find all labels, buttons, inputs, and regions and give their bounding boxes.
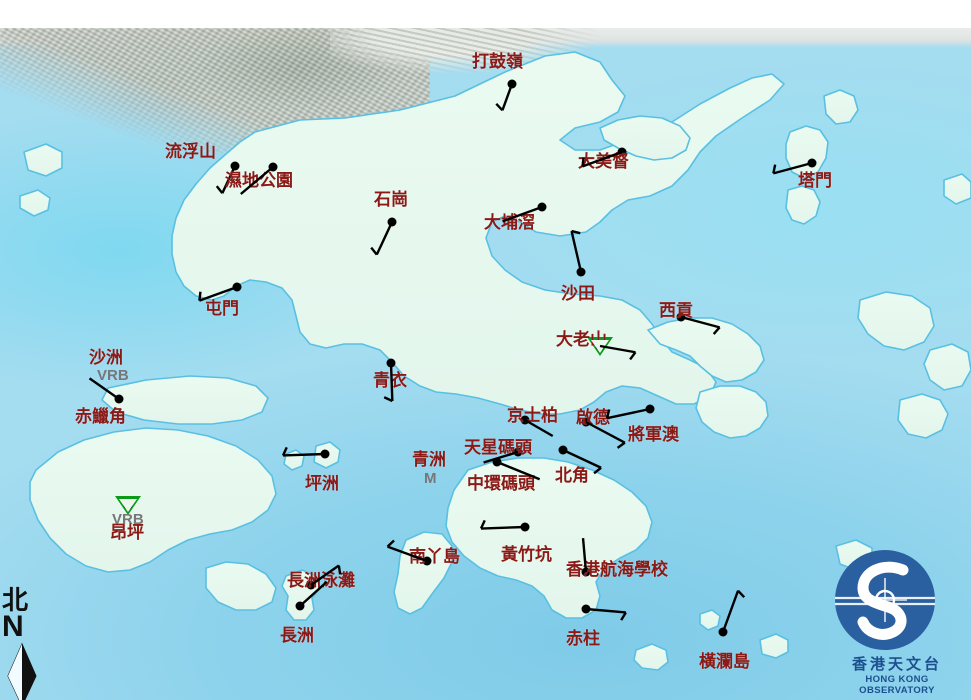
station-label: 京士柏 <box>507 406 558 426</box>
station-label: 啟德 <box>576 408 610 428</box>
station-label: 石崗 <box>374 190 408 210</box>
station-label: 昂坪 <box>110 523 144 543</box>
station-label: 橫瀾島 <box>699 652 750 672</box>
wind-barb-tseung-kwan-o <box>605 407 651 420</box>
station-label: 流浮山 <box>165 142 216 162</box>
station-label: 香港航海學校 <box>566 560 668 580</box>
north-arrow-label-en: N <box>2 610 24 643</box>
station-label: 濕地公園 <box>225 171 293 191</box>
station-label: 赤鱲角 <box>75 407 126 427</box>
station-label: 長洲泳灘 <box>287 571 355 591</box>
hko-logo: 香港天文台 HONG KONG OBSERVATORY <box>833 548 961 696</box>
wind-barb-wong-chuk-hang <box>479 519 526 530</box>
hko-logo-text-cn: 香港天文台 <box>851 655 942 673</box>
wind-barb-shek-kong <box>370 221 394 256</box>
wind-barb-sea-school <box>581 538 588 573</box>
wind-barb-central-pier <box>496 460 541 481</box>
hko-logo-mark <box>835 550 935 650</box>
hko-logo-text-en: HONG KONG OBSERVATORY <box>859 674 935 696</box>
station-label: 沙田 <box>561 284 595 304</box>
wind-barb-tuen-mun <box>198 285 238 302</box>
station-label: 將軍澳 <box>628 425 679 445</box>
station-triangle-inner-icon <box>119 499 137 512</box>
wind-barb-tap-mun <box>772 161 813 175</box>
station-label: 屯門 <box>205 299 239 319</box>
wind-barb-cheung-chau <box>299 581 328 607</box>
wind-barb-tates-cairn <box>599 344 637 361</box>
wind-barb-tsing-yi <box>383 362 394 403</box>
station-label: 大美督 <box>578 152 629 172</box>
wind-barb-stanley <box>585 607 627 621</box>
wind-barb-star-ferry <box>483 450 519 464</box>
station-label: 大埔滘 <box>484 213 535 233</box>
station-label: 南丫島 <box>409 547 460 567</box>
north-arrow-glyph <box>7 642 37 700</box>
station-label: 西貢 <box>659 301 693 321</box>
wind-barb-lamma-island <box>386 539 428 563</box>
wind-barb-waglan-island <box>721 589 746 633</box>
wind-barb-tai-po-kau <box>502 205 543 223</box>
station-label: 坪洲 <box>305 474 339 494</box>
station-sub-label: VRB <box>97 367 129 384</box>
wind-barb-wetland-park <box>240 166 274 195</box>
station-label: 赤柱 <box>566 629 600 649</box>
wind-barb-tai-mei-tuk <box>581 150 623 168</box>
station-label: 中環碼頭 <box>467 474 535 494</box>
wind-barb-ta-kwu-ling <box>495 83 514 112</box>
north-arrow: 北 N <box>2 588 46 700</box>
wind-barb-sha-tin <box>570 229 583 273</box>
station-label: 青洲 <box>412 450 446 470</box>
station-sub-label: VRB <box>112 511 144 528</box>
title-bar <box>0 0 971 28</box>
wind-barb-kai-tak <box>585 420 626 449</box>
station-label: 沙洲 <box>89 348 123 368</box>
station-label: 黃竹坑 <box>501 545 552 565</box>
wind-barb-cheung-chau-beach <box>310 564 342 586</box>
station-label: 北角 <box>555 466 589 486</box>
wind-barb-sha-chau <box>88 377 120 400</box>
wind-barb-king-s-park <box>524 418 554 438</box>
station-label: 塔門 <box>798 171 832 191</box>
wind-barb-lau-fau-shan <box>215 165 237 194</box>
station-label: 打鼓嶺 <box>472 52 523 72</box>
station-sub-label: M <box>424 470 437 487</box>
north-arrow-label-cn: 北 <box>2 586 29 616</box>
wind-barb-north-point <box>562 448 602 475</box>
wind-barb-peng-chau <box>281 446 326 457</box>
wind-barb-sai-kung <box>680 315 721 335</box>
station-label: 長洲 <box>280 626 314 646</box>
station-label: 青衣 <box>373 371 407 391</box>
